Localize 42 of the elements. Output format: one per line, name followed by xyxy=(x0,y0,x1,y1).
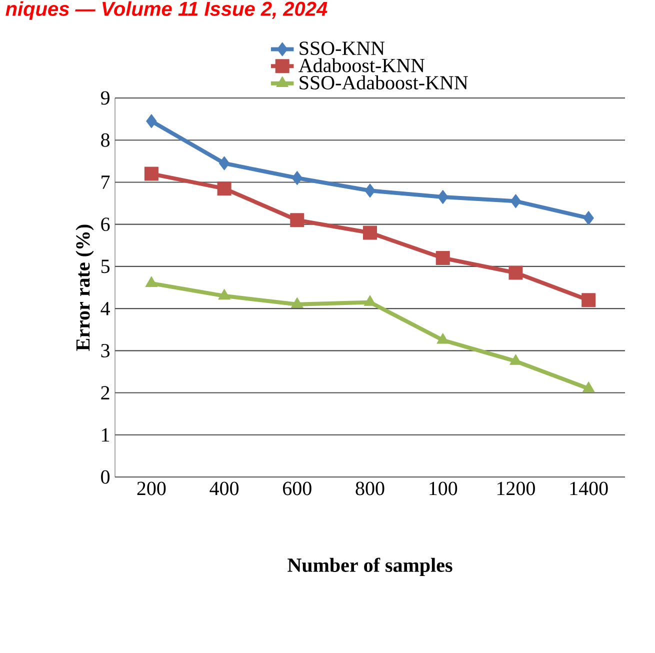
x-tick-label: 400 xyxy=(210,482,239,496)
y-tick-label: 0 xyxy=(101,470,110,484)
x-tick-label: 100 xyxy=(430,482,458,496)
y-tick-label: 5 xyxy=(101,260,110,274)
point xyxy=(582,382,595,392)
point xyxy=(438,190,448,204)
point xyxy=(145,276,158,287)
point xyxy=(436,333,449,344)
point xyxy=(218,156,230,170)
y-tick-label: 3 xyxy=(101,344,110,358)
point xyxy=(364,184,376,198)
point xyxy=(582,293,596,308)
x-tick-label: 1200 xyxy=(497,482,535,496)
y-tick-label: 8 xyxy=(101,133,110,147)
x-tick-label: 600 xyxy=(283,482,312,496)
point xyxy=(218,288,230,300)
legend-label: SSO-Adaboost-KNN xyxy=(300,75,468,90)
x-tick-label: 800 xyxy=(356,482,384,496)
legend-label: Adaboost-KNN xyxy=(298,58,425,72)
y-tick-label: 6 xyxy=(101,218,110,232)
x-axis-title: Number of samples xyxy=(288,558,452,576)
point xyxy=(291,297,304,308)
point xyxy=(290,213,304,228)
legend-label: SSO-KNN xyxy=(300,42,385,56)
text: niques — Volume 11 Issue 2, 2024 xyxy=(6,1,328,20)
point xyxy=(508,266,523,280)
y-tick-label: 4 xyxy=(100,302,110,316)
point xyxy=(436,251,450,266)
point xyxy=(583,211,594,226)
x-tick-label: 1400 xyxy=(570,482,608,496)
point xyxy=(146,114,157,128)
point xyxy=(144,166,158,181)
point xyxy=(363,226,378,240)
point xyxy=(217,182,232,196)
y-axis-title: Error rate (%) xyxy=(76,224,94,351)
y-tick-label: 1 xyxy=(102,428,110,442)
y-tick-label: 7 xyxy=(102,176,110,189)
y-tick-label: 9 xyxy=(100,91,110,105)
x-tick-label: 200 xyxy=(137,482,166,496)
point xyxy=(292,171,302,186)
y-tick-label: 2 xyxy=(101,386,110,400)
point xyxy=(510,194,522,208)
